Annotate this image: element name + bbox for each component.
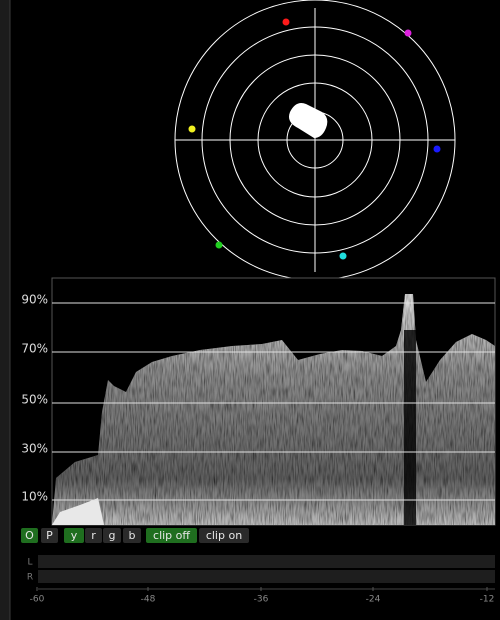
target-yellow xyxy=(188,125,196,133)
button-bg xyxy=(41,528,58,543)
y-label: 10% xyxy=(21,490,48,504)
color-targets xyxy=(188,18,441,260)
vectorscope-trace xyxy=(289,103,328,138)
button-bg xyxy=(64,528,84,543)
meter-bar xyxy=(38,555,495,568)
scale-label: -12 xyxy=(480,595,495,605)
toggle-button[interactable]: b xyxy=(123,528,141,543)
toggle-button[interactable]: O xyxy=(21,528,38,543)
waveform-gap xyxy=(404,330,416,525)
meter-bar xyxy=(38,570,495,583)
y-label: 90% xyxy=(21,293,48,307)
button-bg xyxy=(146,528,197,543)
button-label: r xyxy=(91,529,96,542)
button-bg xyxy=(103,528,121,543)
toggle-button[interactable]: clip on xyxy=(199,528,249,543)
button-label: O xyxy=(25,529,34,542)
scale-label: -48 xyxy=(141,595,156,605)
toggle-button[interactable]: clip off xyxy=(146,528,197,543)
waveform-trace xyxy=(52,294,495,525)
waveform-grid: 90% 70% 50% 30% 10% xyxy=(21,293,495,504)
target-green xyxy=(215,241,223,249)
button-bg xyxy=(199,528,249,543)
button-label: g xyxy=(109,529,116,542)
button-bg xyxy=(21,528,38,543)
target-red xyxy=(282,18,290,26)
toggle-button[interactable]: P xyxy=(41,528,58,543)
toggle-button[interactable]: r xyxy=(85,528,102,543)
waveform-highlight xyxy=(52,498,104,525)
left-border xyxy=(0,0,10,620)
target-cyan xyxy=(339,252,347,260)
target-magenta xyxy=(404,29,412,37)
y-label: 70% xyxy=(21,342,48,356)
toggle-button[interactable]: y xyxy=(64,528,84,543)
target-blue xyxy=(433,145,441,153)
scale-label: -36 xyxy=(254,595,269,605)
audio-meters: LR -60 -48 -36 -24 -12 xyxy=(27,555,495,605)
scale-label: -60 xyxy=(30,595,45,605)
y-label: 50% xyxy=(21,393,48,407)
meter-channel: L xyxy=(27,558,32,568)
y-label: 30% xyxy=(21,442,48,456)
button-label: b xyxy=(129,529,136,542)
button-bg xyxy=(85,528,102,543)
button-label: P xyxy=(46,529,53,542)
meter-channel: R xyxy=(27,573,33,583)
button-bg xyxy=(123,528,141,543)
button-label: clip off xyxy=(153,529,190,542)
toggle-button[interactable]: g xyxy=(103,528,121,543)
scale-label: -24 xyxy=(366,595,381,605)
button-label: clip on xyxy=(206,529,242,542)
button-label: y xyxy=(71,529,78,542)
